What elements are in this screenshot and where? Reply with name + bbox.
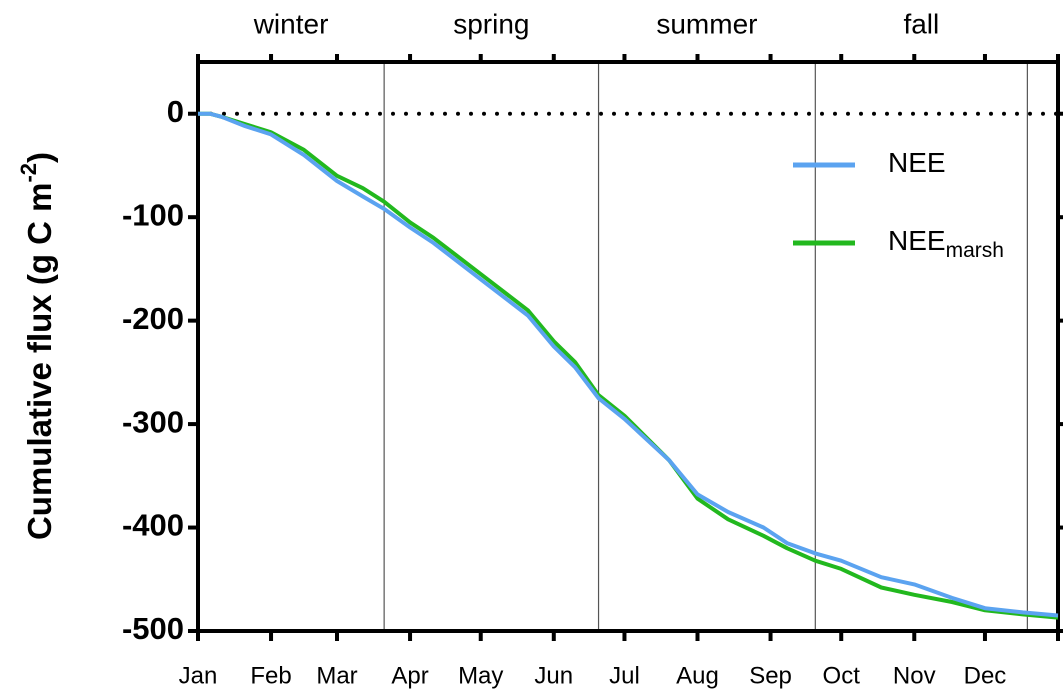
y-axis-title-sup: -2	[16, 163, 41, 183]
x-tick-label: Oct	[823, 662, 861, 689]
y-tick-label: -500	[122, 611, 184, 646]
y-tick-label: -300	[122, 404, 184, 439]
legend-subscript: marsh	[946, 239, 1004, 262]
legend-name: NEE	[888, 225, 946, 256]
x-tick-label: Aug	[676, 662, 719, 689]
x-tick-label: Nov	[893, 662, 936, 689]
y-axis-title-text: Cumulative flux (g C m	[21, 183, 58, 541]
x-tick-label: Jan	[179, 662, 218, 689]
y-tick-label: -100	[122, 197, 184, 232]
x-tick-label: Feb	[250, 662, 291, 689]
season-label: spring	[453, 8, 529, 39]
x-tick-label: Jul	[609, 662, 640, 689]
x-tick-label: Jun	[534, 662, 573, 689]
season-label: winter	[253, 8, 329, 39]
y-tick-label: 0	[167, 94, 184, 129]
y-axis-title: Cumulative flux (g C m-2)	[16, 152, 58, 540]
x-tick-label: May	[458, 662, 503, 689]
series-line	[198, 111, 1059, 618]
y-axis-title-end: )	[21, 152, 58, 163]
x-tick-label: Sep	[749, 662, 792, 689]
y-tick-label: -200	[122, 301, 184, 336]
x-tick-label: Mar	[316, 662, 357, 689]
series-line	[198, 111, 1059, 620]
plot-frame	[196, 60, 1060, 633]
legend-name: NEE	[888, 147, 946, 178]
x-tick-label: Apr	[391, 662, 428, 689]
y-tick-label: -400	[122, 508, 184, 543]
x-tick-label: Dec	[964, 662, 1007, 689]
season-label: fall	[903, 8, 939, 39]
season-label: summer	[656, 8, 757, 39]
legend-label: NEEmarsh	[888, 225, 1004, 261]
legend-label: NEE	[888, 147, 946, 178]
